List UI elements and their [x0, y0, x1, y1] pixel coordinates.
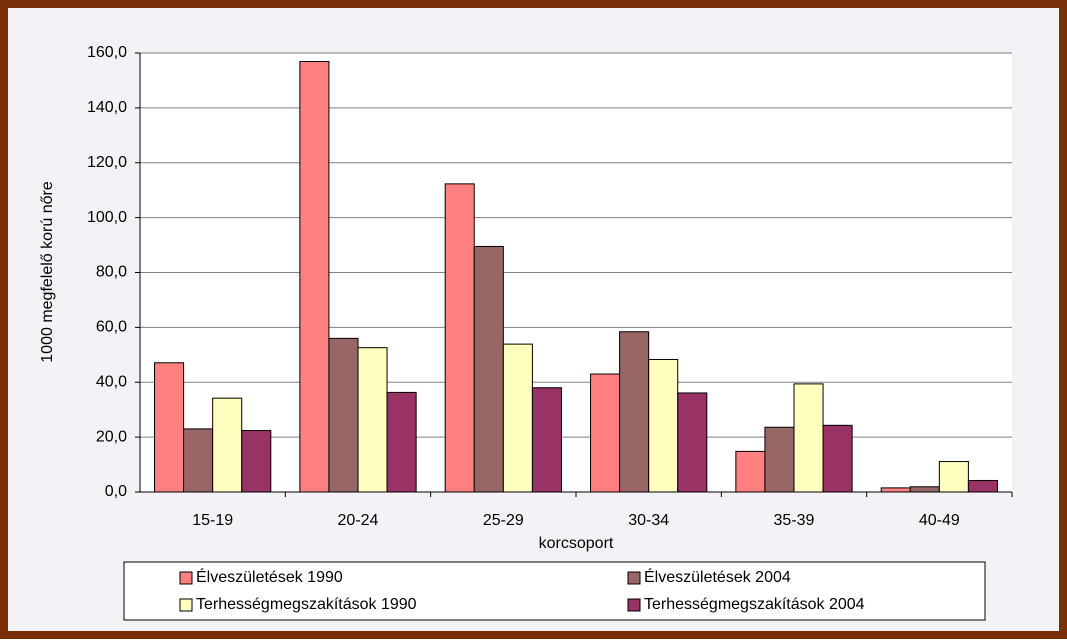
legend-swatch [179, 598, 193, 612]
bar [938, 461, 969, 493]
x-tick-label: 15-19 [192, 512, 233, 529]
legend-label: Terhességmegszakítások 1990 [196, 596, 417, 613]
x-axis-label: korcsoport [539, 535, 614, 552]
bar [473, 245, 504, 493]
x-tick-label: 40-49 [919, 512, 960, 529]
bar [822, 424, 853, 493]
legend-swatch [627, 598, 641, 612]
bar [386, 391, 417, 493]
legend-swatch [179, 571, 193, 585]
bar [444, 183, 475, 493]
y-tick-label: 20,0 [96, 428, 127, 445]
y-axis-label: 1000 megfelelő korú nőre [39, 181, 56, 363]
bar [299, 61, 330, 493]
y-tick-label: 60,0 [96, 319, 127, 336]
x-tick-label: 25-29 [483, 512, 524, 529]
y-tick-label: 40,0 [96, 373, 127, 390]
bar [212, 397, 243, 493]
legend-label: Élveszületések 1990 [196, 567, 343, 586]
bar [735, 450, 766, 493]
bar [183, 428, 214, 493]
y-tick-label: 120,0 [87, 154, 127, 171]
x-tick-label: 35-39 [774, 512, 815, 529]
y-tick-label: 80,0 [96, 264, 127, 281]
bar [648, 358, 679, 493]
bar [764, 426, 795, 493]
y-tick-label: 100,0 [87, 209, 127, 226]
bar [677, 392, 708, 493]
legend-label: Terhességmegszakítások 2004 [644, 596, 865, 613]
bar [357, 347, 388, 493]
bar [241, 430, 272, 493]
legend-label: Élveszületések 2004 [644, 567, 791, 586]
bar [880, 487, 911, 493]
x-tick-label: 20-24 [338, 512, 379, 529]
bar [909, 486, 940, 493]
y-tick-label: 0,0 [105, 483, 127, 500]
bar [502, 343, 533, 493]
bar [154, 362, 185, 493]
bar [619, 331, 650, 493]
y-tick-label: 160,0 [87, 44, 127, 61]
legend [123, 561, 986, 621]
bar [590, 373, 621, 493]
bar [328, 337, 359, 493]
x-tick-label: 30-34 [628, 512, 669, 529]
y-tick-label: 140,0 [87, 99, 127, 116]
bar [531, 387, 562, 493]
bar [967, 479, 998, 493]
bar [793, 383, 824, 493]
legend-swatch [627, 571, 641, 585]
